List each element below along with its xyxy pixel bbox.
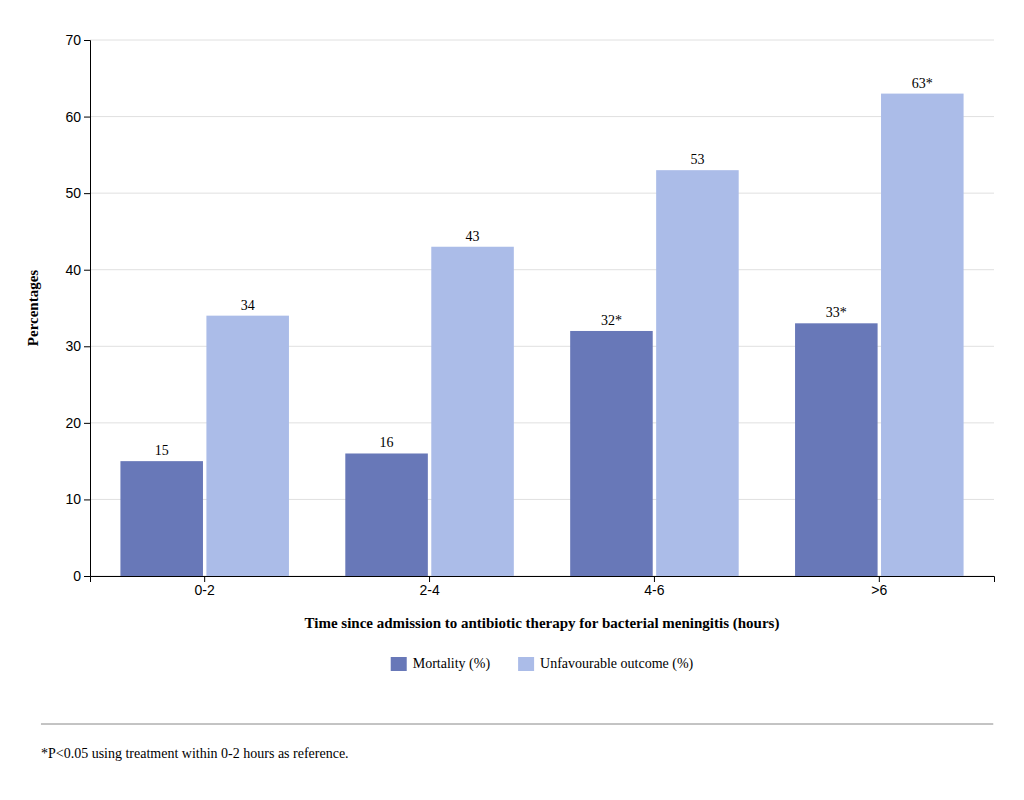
tick-label: >6 [871,582,887,598]
separator [41,724,993,725]
legend: Mortality (%) Unfavourable outcome (%) [391,656,694,672]
bar [881,94,964,576]
data-label: 15 [155,443,169,458]
tick: 4-6 [644,576,664,598]
tick: 20 [65,415,90,431]
bar [656,170,739,576]
legend-label: Mortality (%) [413,656,491,672]
grid-line [90,269,994,270]
footnote: *P<0.05 using treatment within 0-2 hours… [41,746,349,761]
tick-label: 4-6 [644,582,664,598]
tick: 40 [65,262,90,278]
series [206,94,963,576]
legend-item: Mortality (%) [391,656,491,672]
tick-label: 40 [65,262,81,278]
data-labels: 15 16 32* 33* 34 43 53 63* [155,76,933,459]
tick-mark [84,576,90,577]
axis-line [84,41,91,577]
data-label: 16 [380,435,394,450]
tick-label: 10 [65,491,81,507]
x-axis-title: Time since admission to antibiotic thera… [305,615,780,632]
bar [206,316,289,576]
y-axis: 0 10 20 30 40 50 60 70 [65,32,90,584]
tick-label: 50 [65,185,81,201]
tick: 70 [65,32,90,48]
data-label: 33* [826,305,847,320]
tick: 10 [65,491,90,507]
tick: 0-2 [195,576,215,598]
tick-mark [84,346,90,347]
tick-mark [84,117,90,118]
bar [120,461,203,576]
tick-label: 60 [65,109,81,125]
data-label: 32* [601,313,622,328]
tick-label: 20 [65,415,81,431]
data-label: 63* [912,76,933,91]
tick-label: 0-2 [195,582,215,598]
tick-label: 0 [73,568,81,584]
tick-mark [84,40,90,41]
tick-mark [84,270,90,271]
grid-line [90,40,994,41]
data-label: 34 [241,298,255,313]
tick-mark [84,499,90,500]
grid-line [90,193,994,194]
tick: 60 [65,109,90,125]
grid-line [90,116,994,117]
y-axis-title: Percentages [25,270,41,347]
grid [90,40,994,576]
tick: 30 [65,338,90,354]
tick-label: 70 [65,32,81,48]
tick: 50 [65,185,90,201]
data-label: 53 [690,152,704,167]
bars [120,94,963,576]
tick: >6 [871,576,887,598]
data-label: 43 [466,229,480,244]
tick-mark [84,193,90,194]
bar [431,247,514,576]
tick-mark [84,423,90,424]
tick: 2-4 [419,576,439,598]
legend-item: Unfavourable outcome (%) [518,656,693,672]
axis-line [91,577,995,583]
legend-swatch [391,657,407,671]
tick-label: 2-4 [419,582,439,598]
bar [795,323,878,576]
tick-label: 30 [65,338,81,354]
bar [345,453,428,576]
x-axis: 0-2 2-4 4-6 >6 [91,576,995,598]
plot: 15 16 32* 33* 34 43 53 63* 0 10 20 30 40 50 60 70 0-2 2-4… [65,32,994,598]
legend-label: Unfavourable outcome (%) [540,656,693,672]
tick: 0 [73,568,90,584]
bar [570,331,653,576]
chart: 15 16 32* 33* 34 43 53 63* 0 10 20 30 40 50 60 70 0-2 2-4… [0,0,1024,800]
legend-swatch [518,657,534,671]
